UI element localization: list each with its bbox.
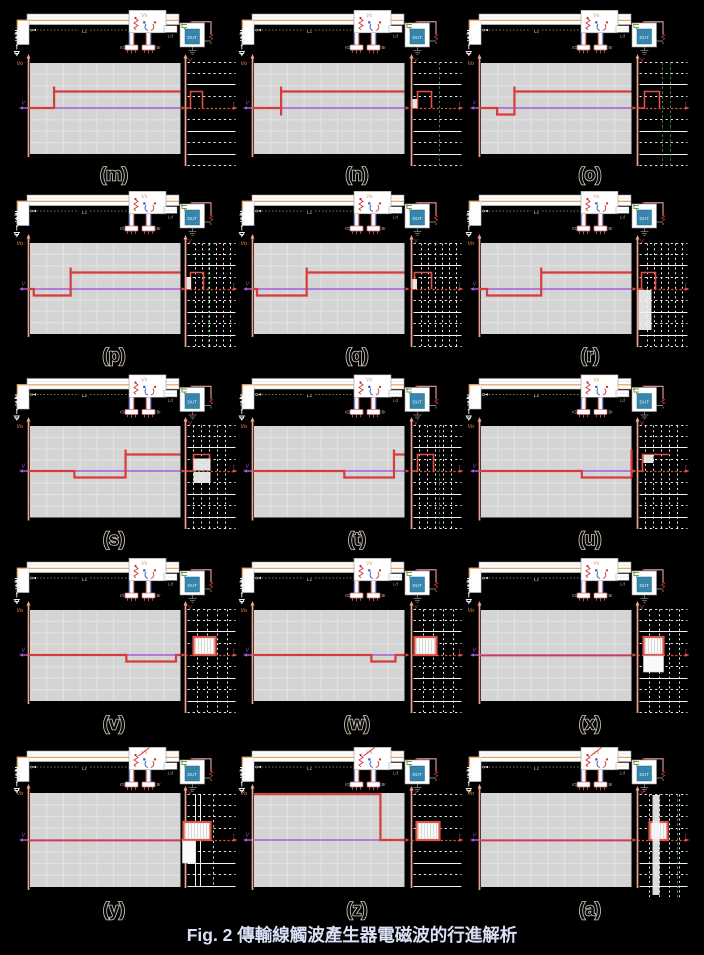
svg-text:Vo: Vo (241, 424, 248, 430)
svg-text:Vo: Vo (17, 241, 24, 247)
svg-text:V: V (640, 58, 645, 64)
svg-text:(v): (v) (103, 714, 125, 734)
svg-text:Vo: Vo (241, 608, 248, 614)
svg-text:(a): (a) (579, 900, 601, 920)
svg-text:(s): (s) (103, 529, 125, 549)
svg-text:t: t (233, 465, 235, 471)
svg-text:(y): (y) (103, 900, 125, 920)
svg-text:(o): (o) (579, 165, 602, 185)
svg-text:t: t (459, 102, 461, 108)
svg-text:(n): (n) (346, 165, 369, 185)
svg-text:V: V (188, 790, 193, 796)
svg-text:(u): (u) (579, 529, 602, 549)
svg-text:Vo: Vo (468, 791, 475, 797)
svg-text:V: V (473, 648, 478, 654)
svg-text:Vo: Vo (468, 61, 475, 67)
svg-text:V: V (22, 833, 27, 839)
svg-text:t: t (685, 834, 687, 840)
svg-text:t: t (459, 283, 461, 289)
svg-text:(z): (z) (347, 900, 368, 920)
svg-text:t: t (685, 649, 687, 655)
svg-text:(t): (t) (348, 529, 366, 549)
svg-text:Vo: Vo (17, 791, 24, 797)
svg-text:t: t (233, 102, 235, 108)
svg-text:(w): (w) (344, 714, 370, 734)
svg-text:V: V (22, 282, 27, 288)
svg-text:V: V (640, 239, 645, 245)
svg-text:V: V (640, 790, 645, 796)
svg-text:Vo: Vo (241, 791, 248, 797)
svg-text:V: V (22, 648, 27, 654)
svg-text:V: V (22, 464, 27, 470)
svg-text:V: V (414, 421, 419, 427)
svg-text:V: V (246, 833, 251, 839)
svg-text:(r): (r) (581, 346, 600, 366)
svg-text:V: V (414, 605, 419, 611)
svg-text:V: V (473, 464, 478, 470)
svg-text:V: V (473, 101, 478, 107)
svg-text:V: V (414, 58, 419, 64)
svg-text:(m): (m) (100, 165, 128, 185)
svg-text:(q): (q) (346, 346, 369, 366)
svg-text:t: t (459, 834, 461, 840)
svg-text:V: V (473, 833, 478, 839)
svg-text:t: t (459, 649, 461, 655)
svg-text:V: V (188, 605, 193, 611)
svg-text:V: V (414, 790, 419, 796)
svg-text:t: t (233, 283, 235, 289)
svg-text:V: V (640, 605, 645, 611)
svg-text:V: V (246, 464, 251, 470)
svg-text:V: V (188, 58, 193, 64)
svg-text:V: V (22, 101, 27, 107)
svg-text:V: V (414, 239, 419, 245)
svg-text:V: V (246, 101, 251, 107)
svg-text:(p): (p) (103, 346, 126, 366)
svg-text:V: V (188, 421, 193, 427)
svg-text:Vo: Vo (17, 608, 24, 614)
svg-text:Vo: Vo (17, 424, 24, 430)
svg-text:t: t (233, 649, 235, 655)
svg-text:t: t (685, 102, 687, 108)
svg-text:V: V (188, 239, 193, 245)
svg-text:Vo: Vo (241, 61, 248, 67)
svg-text:t: t (685, 465, 687, 471)
svg-text:Vo: Vo (468, 424, 475, 430)
svg-text:Vo: Vo (241, 241, 248, 247)
svg-text:V: V (246, 648, 251, 654)
svg-text:t: t (233, 834, 235, 840)
svg-text:(x): (x) (579, 714, 601, 734)
svg-text:Vo: Vo (468, 241, 475, 247)
svg-text:Fig. 2 傳輸線觸波產生器電磁波的行進解析: Fig. 2 傳輸線觸波產生器電磁波的行進解析 (187, 925, 518, 945)
svg-text:V: V (473, 282, 478, 288)
svg-text:t: t (685, 283, 687, 289)
svg-text:t: t (459, 465, 461, 471)
svg-text:V: V (640, 421, 645, 427)
svg-text:Vo: Vo (17, 61, 24, 67)
svg-text:Vo: Vo (468, 608, 475, 614)
svg-text:V: V (246, 282, 251, 288)
